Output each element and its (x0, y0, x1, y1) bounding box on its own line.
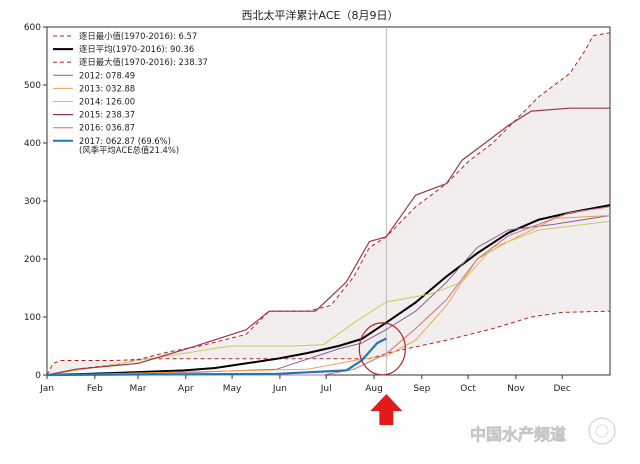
x-tick-label-dec: Dec (553, 384, 570, 394)
legend-entry-2: 逐日最大值(1970-2016): 238.37 (79, 57, 208, 67)
x-tick-label-sep: Sep (413, 384, 430, 394)
series-line-0 (46, 310, 611, 376)
legend-entry-3: 2012: 078.49 (79, 70, 135, 80)
series-line-4 (46, 215, 611, 376)
x-tick-label-nov: Nov (507, 384, 525, 394)
watermark-logo: 中国水产频道 (470, 417, 616, 445)
min-max-band-fill (47, 32, 610, 376)
red-arrow-icon (370, 394, 403, 425)
series-line-6 (46, 107, 610, 376)
legend-entry-5: 2014: 126.00 (79, 97, 135, 107)
legend-entry-4: 2013: 032.88 (79, 83, 135, 93)
svg-text:中国水产频道: 中国水产频道 (470, 425, 566, 444)
series-line-2 (46, 32, 611, 376)
y-tick-label-300: 300 (24, 197, 41, 207)
x-tick-label-aug: Aug (365, 384, 383, 394)
y-tick-label-500: 500 (24, 81, 41, 91)
legend: 逐日最小值(1970-2016): 6.57 逐日平均(1970-2016): 9… (53, 31, 208, 155)
x-tick-label-mar: Mar (130, 384, 147, 394)
highlight-circle (358, 322, 406, 376)
legend-entry-0: 逐日最小值(1970-2016): 6.57 (79, 31, 197, 41)
x-tick-label-may: May (223, 384, 242, 394)
x-tick-label-jun: Jun (272, 384, 287, 394)
legend-entry-note: (风季平均ACE总值21.4%) (79, 145, 179, 155)
y-tick-label-100: 100 (24, 313, 41, 323)
legend-entry-7: 2016: 036.87 (79, 123, 135, 133)
y-tick-label-0: 0 (35, 371, 41, 381)
annotations: 中国水产频道 (358, 322, 616, 445)
y-tick-label-400: 400 (24, 139, 41, 149)
series-line-1 (46, 204, 611, 376)
x-tick-label-apr: Apr (178, 384, 194, 394)
x-tick-label-feb: Feb (87, 384, 103, 394)
series-line-5 (46, 220, 611, 376)
axis-ticks: 0 100 200 300 400 500 600 Jan Feb Mar Apr May Jun Jul… (24, 23, 571, 394)
legend-entry-6: 2015: 238.37 (79, 110, 135, 120)
y-tick-label-600: 600 (24, 23, 41, 33)
x-tick-label-oct: Oct (460, 384, 476, 394)
min-max-band (47, 32, 610, 376)
legend-entry-1: 逐日平均(1970-2016): 90.36 (79, 44, 194, 54)
x-tick-label-jul: Jul (320, 384, 332, 394)
x-tick-label-jan: Jan (39, 384, 54, 394)
legend-entry-8: 2017: 062.87 (69.6%) (79, 136, 171, 146)
y-tick-label-200: 200 (24, 255, 41, 265)
chart-title: 西北太平洋累计ACE（8月9日） (242, 8, 399, 22)
